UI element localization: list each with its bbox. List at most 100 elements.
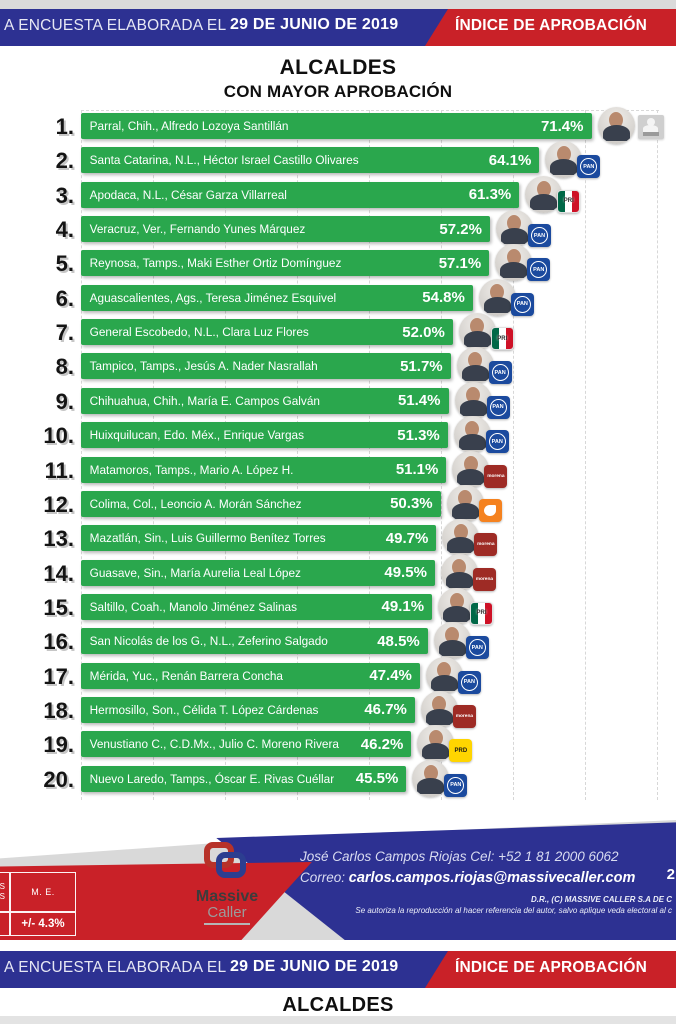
photo-torso-shape	[459, 399, 487, 416]
brand-tagline	[204, 923, 250, 925]
photo-torso-shape	[438, 640, 466, 657]
approval-bar: Santa Catarina, N.L., Héctor Israel Cast…	[81, 147, 540, 174]
approval-bar: Guasave, Sin., María Aurelia Leal López 4…	[81, 559, 435, 586]
pan-ring: PAN	[580, 158, 598, 176]
approval-value: 48.5%	[377, 632, 420, 650]
approval-bar: Nuevo Laredo, Tamps., Óscar E. Rivas Cué…	[81, 765, 407, 792]
approval-bar: Venustiano C., C.D.Mx., Julio C. Moreno …	[81, 731, 412, 758]
me-header-cell: M. E.	[10, 872, 76, 912]
photo-head-shape	[437, 661, 452, 678]
me-table-empty-cell	[0, 912, 10, 936]
contact-email-label: Correo:	[300, 870, 349, 885]
mayor-city-label: San Nicolás de los G., N.L., Zeferino Sa…	[89, 634, 328, 649]
approval-bar: Mazatlán, Sin., Luis Guillermo Benítez T…	[81, 525, 437, 552]
approval-bar: Tampico, Tamps., Jesús A. Nader Nasralla…	[81, 353, 451, 380]
massive-caller-logo: Massive Caller	[172, 842, 282, 925]
approval-bar: Reynosa, Tamps., Maki Esther Ortiz Domín…	[81, 250, 490, 277]
rank-label: 6.	[55, 285, 74, 311]
approval-value: 51.7%	[400, 357, 443, 375]
photo-torso-shape	[457, 468, 485, 485]
chart-title-line1: ALCALDES	[279, 56, 397, 79]
header-red-wedge	[425, 9, 676, 46]
approval-value: 57.2%	[439, 220, 482, 238]
approval-bar: Huixquilucan, Edo. Méx., Enrique Vargas 5…	[81, 422, 448, 449]
photo-head-shape	[445, 627, 460, 644]
photo-head-shape	[465, 421, 480, 438]
approval-value: 61.3%	[468, 186, 512, 204]
approval-index-label: ÍNDICE DE APROBACIÓN	[454, 17, 648, 34]
photo-torso-shape	[530, 193, 558, 210]
vertical-gridline	[153, 110, 154, 800]
photo-head-shape	[466, 386, 480, 403]
vertical-gridline	[81, 110, 82, 800]
mayor-photo	[417, 725, 455, 763]
photo-head-shape	[423, 764, 438, 781]
rank-label: 2.	[55, 148, 74, 174]
approval-bar: Apodaca, N.L., César Garza Villarreal 61.…	[81, 181, 520, 208]
rank-label: 3.	[55, 182, 74, 208]
mayor-city-label: Tampico, Tamps., Jesús A. Nader Nasralla…	[89, 359, 318, 374]
rank-label: 15.	[43, 594, 74, 620]
chart-row: 17. Mérida, Yuc., Renán Barrera Concha 47.…	[0, 656, 676, 694]
mc-eagle-shape	[484, 504, 497, 516]
mayor-city-label: Venustiano C., C.D.Mx., Julio C. Moreno …	[89, 737, 339, 752]
pan-ring: PAN	[488, 433, 506, 451]
mayor-photo	[440, 553, 478, 591]
approval-bar: Chihuahua, Chih., María E. Campos Galván…	[81, 387, 449, 414]
photo-head-shape	[452, 558, 467, 575]
rank-label: 9.	[55, 388, 74, 414]
mayor-city-label: Reynosa, Tamps., Maki Esther Ortiz Domín…	[89, 256, 342, 271]
chart-top-gridline	[81, 110, 659, 111]
vertical-gridline	[297, 110, 298, 800]
vertical-gridline	[369, 110, 370, 800]
mayor-city-label: Santa Catarina, N.L., Héctor Israel Cast…	[89, 153, 359, 168]
approval-chart: 1. Parral, Chih., Alfredo Lozoya Santillá…	[0, 107, 676, 808]
approval-index-label: ÍNDICE DE APROBACIÓN	[454, 959, 648, 976]
photo-head-shape	[432, 695, 447, 712]
pan-ring: PAN	[468, 639, 486, 657]
party-logo-pan-icon: PAN	[527, 258, 551, 282]
photo-torso-shape	[463, 331, 491, 348]
party-logo-pan-icon: PAN	[510, 292, 534, 316]
approval-value: 57.1%	[438, 254, 482, 272]
party-logo-pan-icon: PAN	[527, 224, 551, 248]
pan-ring: PAN	[447, 776, 465, 794]
chart-row: 5. Reynosa, Tamps., Maki Esther Ortiz Dom…	[0, 244, 676, 282]
approval-value: 51.3%	[397, 426, 440, 444]
approval-bar: Colima, Col., Leoncio A. Morán Sánchez 50…	[81, 490, 441, 517]
approval-value: 64.1%	[488, 151, 532, 169]
approval-value: 49.1%	[381, 598, 425, 616]
party-logo-pan-icon: PAN	[465, 636, 489, 660]
approval-bar: Aguascalientes, Ags., Teresa Jiménez Esq…	[81, 284, 473, 311]
photo-torso-shape	[422, 743, 450, 760]
contact-block: José Carlos Campos Riojas Cel: +52 1 81 …	[300, 846, 660, 889]
contact-email-line: Correo: carlos.campos.riojas@massivecall…	[300, 867, 660, 889]
mayor-photo	[425, 656, 463, 694]
rank-label: 17.	[43, 663, 74, 689]
photo-torso-shape	[500, 262, 528, 279]
approval-value: 51.1%	[395, 461, 439, 478]
approval-value: 50.3%	[390, 495, 433, 513]
mayor-photo	[433, 622, 471, 660]
pan-ring: PAN	[460, 673, 478, 691]
party-logo-pan-icon: PAN	[457, 670, 481, 694]
approval-bar: General Escobedo, N.L., Clara Luz Flores…	[81, 319, 453, 346]
party-logo-morena-icon: morena	[452, 704, 476, 728]
chart-row: 3. Apodaca, N.L., César Garza Villarreal 6…	[0, 175, 676, 213]
party-logo-pan-icon: PAN	[488, 361, 512, 385]
me-table-fragment-1: TAS	[0, 882, 5, 891]
mayor-photo	[420, 690, 458, 728]
rank-label: 14.	[43, 560, 74, 586]
rank-label: 13.	[43, 526, 74, 552]
independent-candidate-icon	[637, 115, 664, 139]
party-logo-pri-icon: PRI	[557, 189, 581, 213]
chart-row: 16. San Nicolás de los G., N.L., Zeferino…	[0, 622, 676, 660]
mayor-city-label: Aguascalientes, Ags., Teresa Jiménez Esq…	[89, 290, 337, 305]
logo-blue-bubble-icon	[216, 852, 246, 878]
mayor-city-label: Veracruz, Ver., Fernando Yunes Márquez	[89, 222, 306, 237]
chart-row: 9. Chihuahua, Chih., María E. Campos Galv…	[0, 381, 676, 419]
chart-row: 14. Guasave, Sin., María Aurelia Leal Lóp…	[0, 553, 676, 591]
person-icon-tag	[642, 132, 659, 136]
margin-error-table: TAS DAS M. E. +/- 4.3%	[0, 872, 76, 936]
approval-value: 54.8%	[422, 289, 465, 307]
